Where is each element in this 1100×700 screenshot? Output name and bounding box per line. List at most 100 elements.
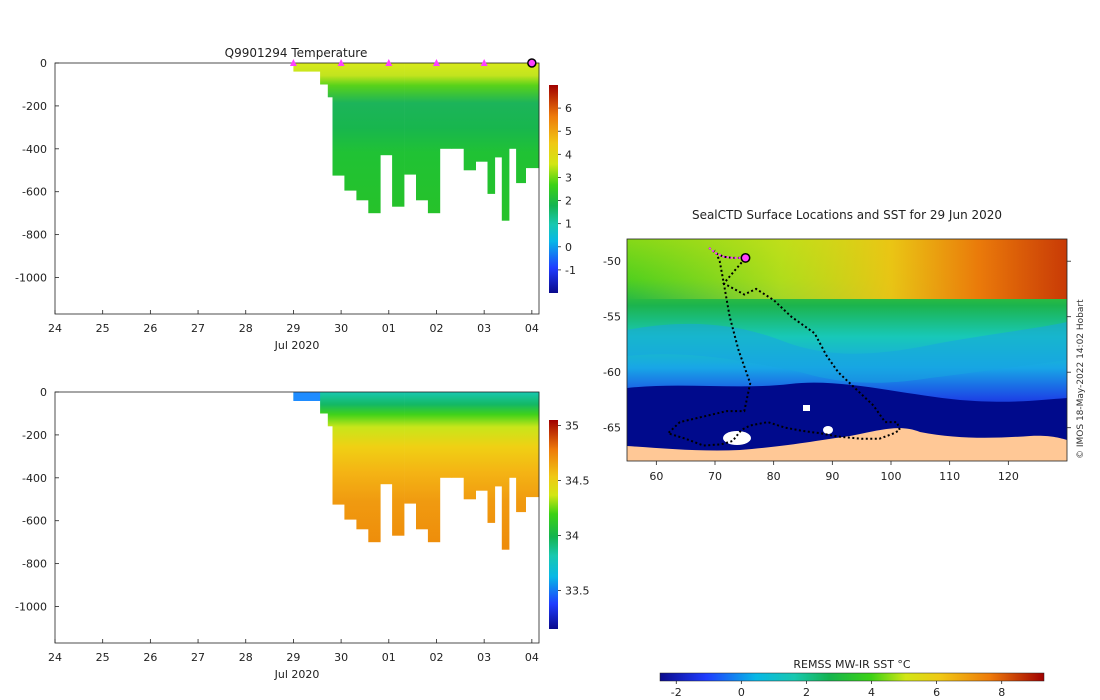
ice-patch-east: [823, 426, 833, 434]
temperature-panel: Q9901294 Temperature 24 25 26 27 28 29 30 01 02 0…: [15, 46, 576, 352]
salinity-y-tick-label: -800: [22, 558, 47, 571]
temperature-profile-cell: [320, 63, 329, 85]
temperature-colorbar-tick-label: 0: [565, 241, 572, 254]
temperature-y-ticks: 0 -200 -400 -600 -800 -1000: [15, 57, 59, 285]
sst-map-y-ticks: -50 -55 -60 -65: [603, 255, 1071, 435]
temperature-profile-markers: [289, 58, 537, 68]
salinity-profile-cell: [356, 392, 369, 530]
temperature-x-ticks: 24 25 26 27 28 29 30 01 02 03 04: [48, 310, 539, 335]
sst-colorbar-tick-label: 4: [868, 686, 875, 699]
profile-marker: [480, 59, 488, 66]
temperature-x-tick-label: 02: [429, 322, 443, 335]
temperature-profile-cell: [475, 63, 488, 162]
temperature-profile-cell: [368, 63, 381, 214]
temperature-x-tick-label: 26: [143, 322, 157, 335]
salinity-plot-frame: [54, 391, 540, 644]
temperature-profile-cell: [439, 63, 453, 149]
temperature-y-tick-label: -1000: [15, 272, 47, 285]
temperature-x-tick-label: 24: [48, 322, 62, 335]
salinity-profile-cell: [501, 392, 510, 550]
salinity-y-tick-label: -200: [22, 429, 47, 442]
salinity-x-ticks: 24 25 26 27 28 29 30 01 02 03 04: [48, 639, 539, 664]
sst-colorbar-label: REMSS MW-IR SST °C: [793, 658, 911, 671]
temperature-y-tick-label: -800: [22, 229, 47, 242]
temperature-plot-frame: [54, 62, 540, 315]
temperature-x-tick-label: 03: [477, 322, 491, 335]
salinity-profile-cell: [368, 392, 381, 543]
temperature-profile-cell: [327, 63, 333, 98]
salinity-panel: 24 25 26 27 28 29 30 01 02 03 04 0 -200 -400 -600 -800…: [15, 386, 589, 681]
salinity-profiles: [293, 392, 540, 550]
seal-track-recent: [708, 247, 746, 259]
temperature-colorbar: [549, 85, 558, 293]
temperature-profile-cell: [356, 63, 369, 201]
antarctic-continent: [627, 428, 1067, 461]
temperature-profile-cell: [494, 63, 503, 158]
temperature-y-tick-label: -200: [22, 100, 47, 113]
map-x-tick-label: 80: [767, 470, 781, 483]
salinity-profile-cell: [494, 392, 503, 487]
sst-colorbar-tick-label: 8: [998, 686, 1005, 699]
temperature-x-label: Jul 2020: [274, 339, 320, 352]
map-x-tick-label: 60: [649, 470, 663, 483]
temperature-colorbar-tick-label: 2: [565, 195, 572, 208]
temperature-y-tick-label: 0: [40, 57, 47, 70]
map-y-tick-label: -55: [603, 311, 621, 324]
temperature-colorbar-tick-label: 3: [565, 171, 572, 184]
sst-colorbar: [659, 672, 1045, 682]
temperature-profile-cell: [487, 63, 496, 194]
sst-colorbar-tick-label: -2: [671, 686, 682, 699]
current-profile-marker: [527, 58, 537, 68]
salinity-fresh-surface-cell: [293, 392, 321, 401]
ice-patch-small: [803, 405, 810, 411]
temperature-colorbar-tick-label: 4: [565, 148, 572, 161]
map-y-tick-label: -50: [603, 255, 621, 268]
salinity-y-tick-label: -1000: [15, 601, 47, 614]
temperature-x-tick-label: 29: [286, 322, 300, 335]
temperature-profiles: [293, 63, 540, 221]
temperature-profile-cell: [427, 63, 441, 214]
salinity-y-tick-label: -400: [22, 472, 47, 485]
seal-current-position: [740, 252, 751, 263]
map-y-tick-label: -60: [603, 366, 621, 379]
seal-track: [666, 247, 902, 447]
salinity-x-tick-label: 03: [477, 651, 491, 664]
imos-watermark: © IMOS 18-May-2022 14:02 Hobart: [1076, 299, 1086, 459]
sst-colorbar-tick-label: 2: [803, 686, 810, 699]
sst-map-frame: [626, 238, 1068, 462]
salinity-profile-cell: [509, 392, 517, 478]
ice-patch-west: [723, 431, 751, 445]
map-x-tick-label: 110: [939, 470, 960, 483]
salinity-x-tick-label: 02: [429, 651, 443, 664]
temperature-colorbar-tick-label: 6: [565, 102, 572, 115]
salinity-profile-cell: [392, 392, 405, 536]
salinity-x-tick-label: 01: [382, 651, 396, 664]
temperature-colorbar-ticks: -1 0 1 2 3 4 5 6: [558, 102, 576, 277]
salinity-profile-cell: [475, 392, 488, 491]
profile-marker: [337, 59, 345, 66]
sst-colorbar-ticks: -2 0 2 4 6 8: [671, 681, 1005, 699]
temperature-profile-cell: [516, 63, 526, 184]
salinity-x-tick-label: 26: [143, 651, 157, 664]
salinity-colorbar-tick-label: 35: [565, 420, 579, 433]
salinity-x-tick-label: 27: [191, 651, 205, 664]
salinity-profile-cell: [516, 392, 526, 513]
salinity-y-ticks: 0 -200 -400 -600 -800 -1000: [15, 386, 59, 614]
salinity-profile-cell: [320, 392, 329, 414]
temperature-profile-cell: [306, 63, 321, 72]
salinity-colorbar-tick-label: 33.5: [565, 585, 590, 598]
temperature-x-tick-label: 27: [191, 322, 205, 335]
temperature-profile-cell: [509, 63, 517, 149]
salinity-x-label: Jul 2020: [274, 668, 320, 681]
temperature-x-tick-label: 25: [96, 322, 110, 335]
temperature-y-tick-label: -600: [22, 186, 47, 199]
temperature-title: Q9901294 Temperature: [225, 46, 368, 60]
sst-map-title: SealCTD Surface Locations and SST for 29…: [692, 208, 1002, 222]
temperature-colorbar-tick-label: 1: [565, 218, 572, 231]
profile-marker: [432, 59, 440, 66]
profile-marker: [385, 59, 393, 66]
temperature-x-tick-label: 28: [239, 322, 253, 335]
map-x-tick-label: 70: [708, 470, 722, 483]
sst-map-x-ticks: 60 70 80 90 100 110 120: [649, 461, 1019, 483]
salinity-x-tick-label: 28: [239, 651, 253, 664]
